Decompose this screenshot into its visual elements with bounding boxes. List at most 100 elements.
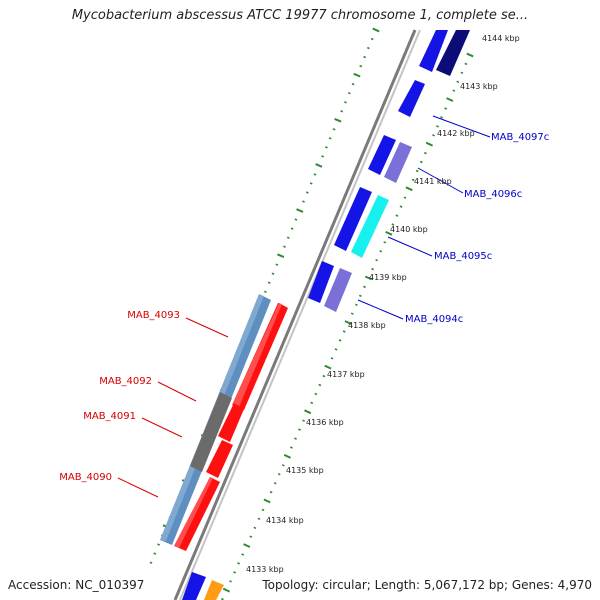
gene-feature-mab-4094c-lavender[interactable] bbox=[324, 268, 352, 312]
gene-feature-mab-4096c-blue[interactable] bbox=[368, 135, 396, 175]
gene-feature-mab-4095c-cyan[interactable] bbox=[351, 195, 389, 258]
minor-tick bbox=[464, 62, 468, 66]
gene-labels: MAB_4093 MAB_4092 MAB_4091 MAB_4090 MAB_… bbox=[59, 132, 549, 483]
minor-tick bbox=[321, 155, 325, 158]
minor-tick bbox=[328, 137, 332, 140]
gene-label-mab-4091[interactable]: MAB_4091 bbox=[83, 411, 136, 422]
minor-tick bbox=[286, 236, 290, 239]
minor-tick bbox=[149, 561, 153, 564]
gene-feature-mab-4090[interactable] bbox=[174, 477, 220, 551]
minor-tick bbox=[344, 101, 347, 104]
minor-tick bbox=[324, 146, 328, 149]
minor-tick bbox=[436, 125, 439, 128]
minor-tick bbox=[249, 535, 253, 538]
minor-tick bbox=[281, 464, 285, 467]
kbp-label-4133: 4133 kbp bbox=[246, 565, 284, 574]
minor-tick bbox=[332, 128, 336, 131]
major-tick bbox=[324, 364, 332, 370]
gene-label-mab-4097c[interactable]: MAB_4097c bbox=[491, 132, 549, 143]
major-tick bbox=[385, 230, 393, 236]
gene-feature-mab-4093[interactable] bbox=[232, 303, 288, 410]
gene-feature-mab-4097c[interactable] bbox=[398, 80, 425, 117]
minor-tick bbox=[358, 294, 362, 298]
gene-label-mab-4093[interactable]: MAB_4093 bbox=[127, 310, 180, 321]
major-tick bbox=[405, 186, 413, 192]
minor-tick bbox=[271, 272, 275, 275]
kbp-label-4139: 4139 kbp bbox=[369, 273, 407, 282]
gene-feature-top-navy[interactable] bbox=[436, 30, 470, 76]
gene-feature-mab-4095c-blue[interactable] bbox=[334, 187, 372, 251]
kbp-label-4140: 4140 kbp bbox=[390, 225, 428, 234]
gene-label-mab-4095c[interactable]: MAB_4095c bbox=[434, 251, 492, 262]
minor-tick bbox=[305, 191, 309, 194]
minor-tick bbox=[283, 245, 286, 248]
kbp-label-4141: 4141 kbp bbox=[414, 177, 452, 186]
minor-tick bbox=[342, 330, 346, 333]
gene-label-mab-4090[interactable]: MAB_4090 bbox=[59, 472, 112, 483]
gene-features-left bbox=[160, 294, 288, 551]
minor-tick bbox=[294, 437, 297, 440]
minor-tick bbox=[253, 526, 257, 530]
minor-tick bbox=[277, 472, 281, 476]
gene-label-leaders bbox=[117, 115, 491, 498]
minor-tick bbox=[399, 205, 403, 208]
minor-tick bbox=[371, 267, 375, 271]
minor-tick bbox=[263, 290, 267, 294]
minor-tick bbox=[440, 116, 444, 119]
minor-tick bbox=[330, 357, 334, 360]
minor-tick bbox=[432, 134, 435, 137]
gene-feature-mab-4096c-lavender[interactable] bbox=[384, 142, 412, 183]
minor-tick bbox=[275, 263, 279, 266]
gene-feature-bottom-orange[interactable] bbox=[204, 580, 224, 600]
gene-label-mab-4096c[interactable]: MAB_4096c bbox=[464, 189, 522, 200]
minor-tick bbox=[237, 562, 241, 565]
minor-tick bbox=[273, 481, 277, 485]
minor-tick bbox=[375, 258, 379, 262]
minor-tick bbox=[460, 71, 464, 75]
kbp-label-4144: 4144 kbp bbox=[482, 34, 520, 43]
gene-feature-bottom-blue[interactable] bbox=[182, 572, 206, 600]
minor-tick bbox=[415, 169, 419, 173]
minor-tick bbox=[298, 428, 301, 431]
major-tick bbox=[344, 320, 352, 325]
minor-tick bbox=[395, 214, 399, 217]
minor-tick bbox=[363, 55, 367, 59]
gene-label-mab-4092[interactable]: MAB_4092 bbox=[99, 376, 152, 387]
minor-tick bbox=[241, 553, 245, 556]
minor-tick bbox=[289, 446, 293, 449]
minor-tick bbox=[379, 249, 383, 253]
minor-tick bbox=[233, 571, 237, 574]
minor-tick bbox=[267, 281, 271, 284]
gene-feature-top-blue[interactable] bbox=[419, 30, 448, 72]
minor-tick bbox=[269, 490, 273, 494]
gene-label-mab-4094c[interactable]: MAB_4094c bbox=[405, 314, 463, 325]
minor-tick bbox=[347, 91, 351, 95]
minor-tick bbox=[314, 392, 318, 396]
minor-tick bbox=[363, 285, 366, 289]
minor-tick bbox=[452, 89, 456, 92]
major-tick bbox=[353, 72, 361, 78]
major-tick bbox=[334, 117, 342, 123]
kbp-label-4138: 4138 kbp bbox=[348, 321, 386, 330]
map-title: Mycobacterium abscessus ATCC 19977 chrom… bbox=[71, 8, 529, 23]
major-tick bbox=[304, 409, 312, 415]
minor-tick bbox=[419, 160, 423, 164]
minor-tick bbox=[229, 580, 232, 583]
minor-tick bbox=[340, 110, 344, 113]
minor-tick bbox=[423, 151, 427, 155]
gene-feature-mab-4091[interactable] bbox=[206, 440, 233, 478]
minor-tick bbox=[294, 218, 298, 221]
major-tick bbox=[283, 453, 291, 459]
minor-tick bbox=[261, 508, 265, 512]
kbp-label-4134: 4134 kbp bbox=[266, 516, 304, 525]
accession-text: Accession: NC_010397 bbox=[8, 578, 145, 592]
minor-tick bbox=[318, 383, 322, 387]
major-tick bbox=[364, 275, 373, 281]
gene-feature-mab-4094c-blue[interactable] bbox=[308, 261, 334, 303]
gene-feature-mab-4092[interactable] bbox=[218, 403, 244, 442]
gene-feature-gray[interactable] bbox=[190, 392, 232, 472]
minor-tick bbox=[257, 517, 261, 521]
minor-tick bbox=[366, 46, 370, 50]
